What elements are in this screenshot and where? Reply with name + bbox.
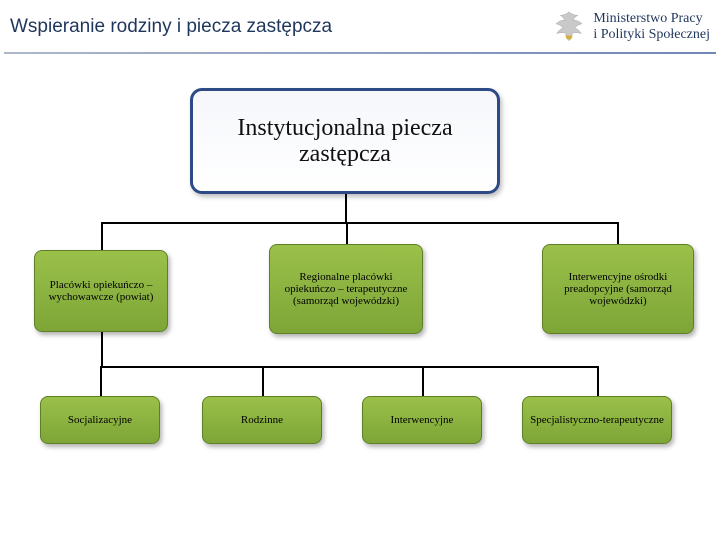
connector [262, 366, 264, 396]
connector [597, 366, 599, 396]
org-chart: Instytucjonalna piecza zastępcza Placówk… [0, 54, 720, 534]
node-l4-label: Specjalistyczno-terapeutyczne [530, 414, 664, 426]
connector [617, 222, 619, 244]
ministry-name: Ministerstwo Pracy i Polityki Społecznej [593, 11, 710, 43]
node-l1: Socjalizacyjne [40, 396, 160, 444]
connector [345, 194, 347, 222]
node-m2: Regionalne placówki opiekuńczo – terapeu… [269, 244, 423, 334]
connector [100, 366, 598, 368]
node-m3: Interwencyjne ośrodki preadopcyjne (samo… [542, 244, 694, 334]
node-root: Instytucjonalna piecza zastępcza [190, 88, 500, 194]
node-l2: Rodzinne [202, 396, 322, 444]
connector [101, 222, 618, 224]
connector [346, 222, 348, 244]
node-m3-label: Interwencyjne ośrodki preadopcyjne (samo… [549, 271, 687, 308]
eagle-icon [551, 9, 587, 45]
ministry-line2: i Polityki Społecznej [593, 27, 710, 43]
node-l3-label: Interwencyjne [391, 414, 454, 426]
page-title: Wspieranie rodziny i piecza zastępcza [10, 16, 332, 38]
node-m1: Placówki opiekuńczo – wychowawcze (powia… [34, 250, 168, 332]
node-l3: Interwencyjne [362, 396, 482, 444]
connector [101, 222, 103, 250]
header: Wspieranie rodziny i piecza zastępcza Mi… [0, 0, 720, 52]
node-root-label: Instytucjonalna piecza zastępcza [193, 115, 497, 168]
node-l1-label: Socjalizacyjne [68, 414, 132, 426]
ministry-logo: Ministerstwo Pracy i Polityki Społecznej [551, 9, 710, 45]
connector [422, 366, 424, 396]
node-l2-label: Rodzinne [241, 414, 283, 426]
ministry-line1: Ministerstwo Pracy [593, 11, 710, 27]
node-l4: Specjalistyczno-terapeutyczne [522, 396, 672, 444]
node-m1-label: Placówki opiekuńczo – wychowawcze (powia… [41, 279, 161, 304]
connector [100, 366, 102, 396]
connector [101, 332, 103, 366]
node-m2-label: Regionalne placówki opiekuńczo – terapeu… [276, 271, 416, 308]
